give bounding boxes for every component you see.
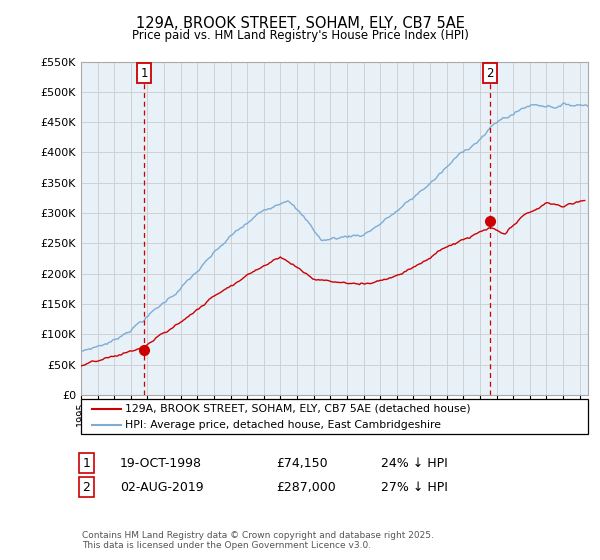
- Text: Price paid vs. HM Land Registry's House Price Index (HPI): Price paid vs. HM Land Registry's House …: [131, 29, 469, 41]
- Text: 02-AUG-2019: 02-AUG-2019: [120, 480, 203, 494]
- Text: 1: 1: [140, 67, 148, 80]
- Text: HPI: Average price, detached house, East Cambridgeshire: HPI: Average price, detached house, East…: [125, 420, 441, 430]
- Text: 2: 2: [82, 480, 90, 494]
- Text: 129A, BROOK STREET, SOHAM, ELY, CB7 5AE: 129A, BROOK STREET, SOHAM, ELY, CB7 5AE: [136, 16, 464, 31]
- Text: £287,000: £287,000: [276, 480, 336, 494]
- Text: Contains HM Land Registry data © Crown copyright and database right 2025.
This d: Contains HM Land Registry data © Crown c…: [82, 530, 434, 550]
- Text: 19-OCT-1998: 19-OCT-1998: [120, 456, 202, 470]
- Text: 2: 2: [486, 67, 493, 80]
- Text: 24% ↓ HPI: 24% ↓ HPI: [381, 456, 448, 470]
- Text: 1: 1: [82, 456, 90, 470]
- Text: 27% ↓ HPI: 27% ↓ HPI: [381, 480, 448, 494]
- Text: 129A, BROOK STREET, SOHAM, ELY, CB7 5AE (detached house): 129A, BROOK STREET, SOHAM, ELY, CB7 5AE …: [125, 404, 470, 414]
- Text: £74,150: £74,150: [276, 456, 328, 470]
